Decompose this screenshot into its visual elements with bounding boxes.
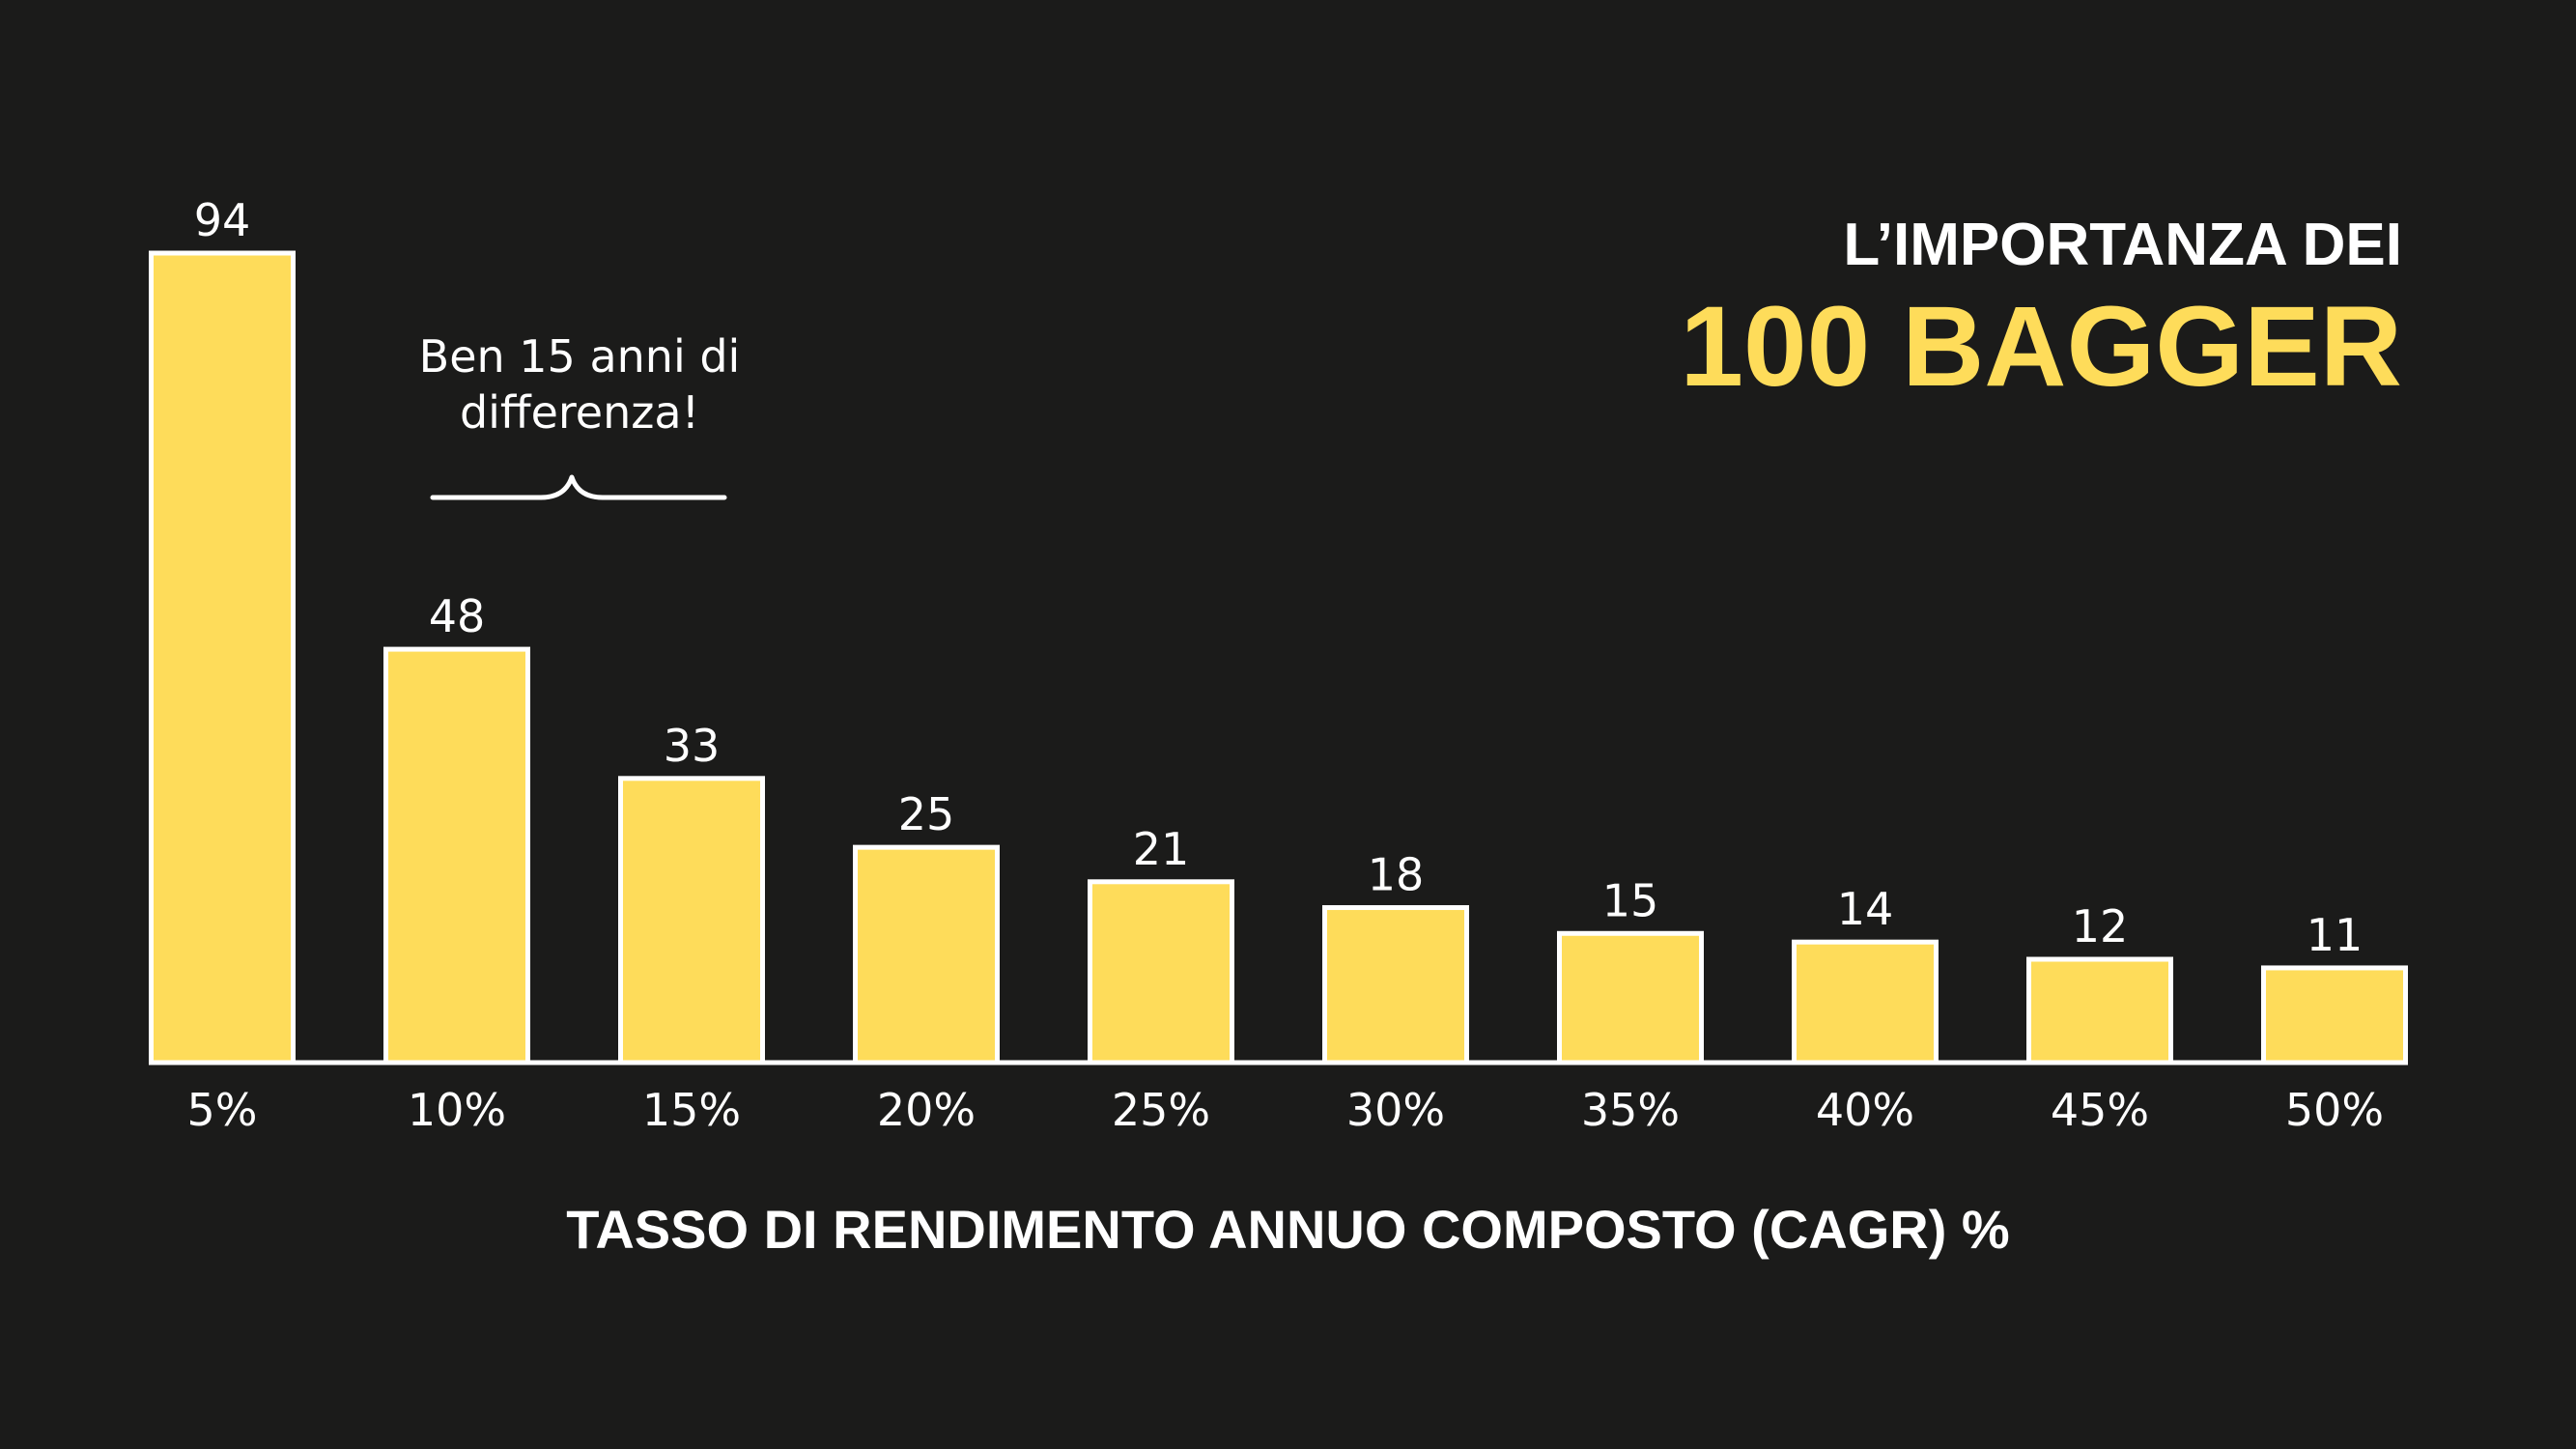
bar-35%	[1557, 930, 1704, 1065]
annotation-line-1: Ben 15 anni di	[418, 330, 741, 383]
value-labels-group: 94 48 33 25 21 18 15 14 12 11	[194, 194, 2364, 961]
value-label-45%: 12	[2072, 900, 2129, 952]
bar-10%	[383, 646, 530, 1065]
bar-25%	[1088, 879, 1234, 1065]
chart-title-line-1: L’IMPORTANZA DEI	[1843, 212, 2402, 278]
bar-5%	[149, 250, 296, 1065]
value-label-30%: 18	[1368, 849, 1425, 901]
x-tick-label-5%: 5%	[187, 1084, 258, 1136]
bar-45%	[2026, 956, 2173, 1065]
bars-group	[149, 250, 2408, 1065]
value-label-50%: 11	[2307, 909, 2364, 961]
x-axis-title: TASSO DI RENDIMENTO ANNUO COMPOSTO (CAGR…	[566, 1199, 2010, 1260]
x-tick-label-15%: 15%	[642, 1084, 741, 1136]
x-tick-label-50%: 50%	[2285, 1084, 2384, 1136]
bar-15%	[618, 776, 765, 1065]
chart-title-line-2: 100 BAGGER	[1680, 283, 2402, 411]
bar-50%	[2261, 965, 2408, 1065]
x-tick-label-30%: 30%	[1346, 1084, 1445, 1136]
value-label-25%: 21	[1133, 823, 1190, 875]
annotation-line-2: differenza!	[459, 386, 700, 439]
value-label-10%: 48	[429, 590, 486, 642]
value-label-35%: 15	[1602, 874, 1659, 926]
difference-brace	[430, 474, 727, 500]
x-tick-label-20%: 20%	[877, 1084, 976, 1136]
x-tick-label-35%: 35%	[1581, 1084, 1680, 1136]
bar-30%	[1322, 905, 1469, 1065]
x-tick-label-45%: 45%	[2051, 1084, 2149, 1136]
bar-20%	[853, 844, 1000, 1065]
value-label-20%: 25	[898, 788, 955, 840]
value-label-5%: 94	[194, 194, 251, 246]
value-label-40%: 14	[1837, 883, 1894, 935]
x-tick-label-10%: 10%	[408, 1084, 506, 1136]
bar-40%	[1792, 939, 1939, 1065]
x-tick-labels-group: 5% 10% 15% 20% 25% 30% 35% 40% 45% 50%	[187, 1084, 2385, 1136]
x-tick-label-40%: 40%	[1816, 1084, 1914, 1136]
value-label-15%: 33	[664, 720, 721, 772]
x-tick-label-25%: 25%	[1112, 1084, 1210, 1136]
difference-annotation: Ben 15 anni di differenza!	[386, 328, 773, 440]
